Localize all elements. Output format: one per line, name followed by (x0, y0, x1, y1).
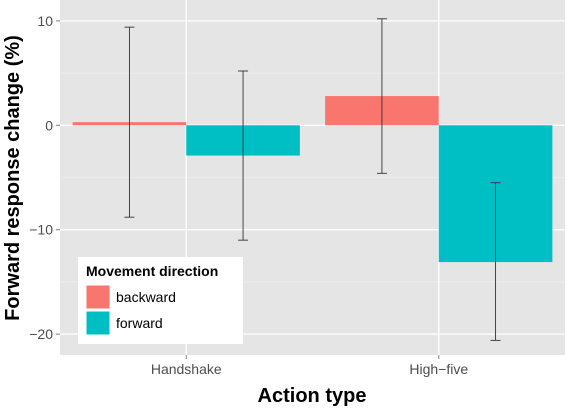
legend-key-backward (85, 284, 111, 310)
y-axis-ticks: 10 0 −10 −20 (29, 13, 60, 342)
legend-key-forward (85, 310, 111, 336)
legend-items: backward forward (85, 284, 176, 336)
y-tick-label: 10 (37, 13, 53, 29)
y-axis-title: Forward response change (%) (2, 35, 24, 321)
legend-item-backward: backward (85, 284, 176, 310)
y-tick-label: 0 (45, 117, 53, 133)
x-tick-label: Handshake (151, 361, 222, 377)
legend-item-forward: forward (85, 310, 163, 336)
legend-title: Movement direction (86, 263, 218, 279)
error-bar-backward-1 (376, 18, 387, 174)
x-tick-label: High−five (409, 361, 468, 377)
error-bar-backward-0 (124, 26, 135, 218)
legend-label-backward: backward (116, 289, 176, 305)
error-bar-forward-0 (238, 70, 249, 241)
x-axis-ticks: Handshake High−five (151, 355, 468, 377)
x-axis-title: Action type (258, 385, 367, 407)
error-bar-forward-1 (490, 182, 501, 341)
legend: Movement direction backward forward (78, 257, 243, 344)
y-tick-label: −10 (29, 222, 53, 238)
y-tick-label: −20 (29, 326, 53, 342)
legend-label-forward: forward (116, 315, 163, 331)
error-bars-layer (124, 18, 501, 341)
